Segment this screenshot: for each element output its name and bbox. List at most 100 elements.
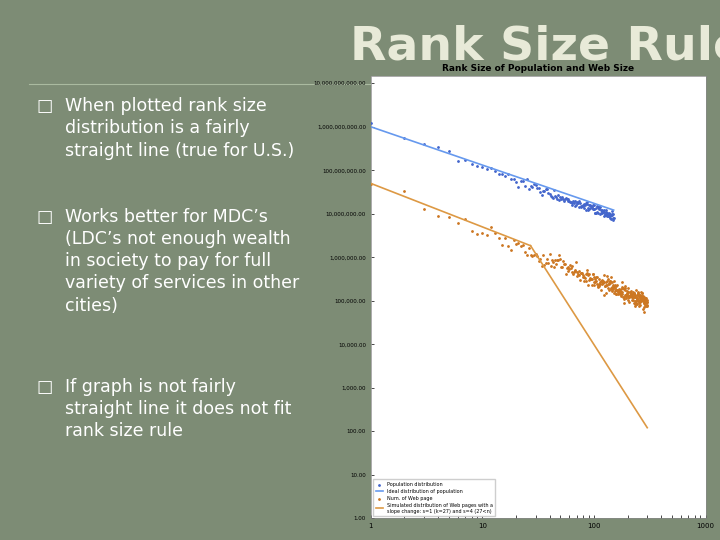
Num. of Web page — [515, 242, 526, 251]
Population distribution — [578, 204, 590, 213]
Num. of Web page — [595, 278, 606, 286]
Ideal distribution of population — [609, 207, 618, 213]
Num. of Web page — [636, 293, 648, 302]
Population distribution — [559, 197, 570, 205]
Population distribution — [543, 189, 554, 198]
Simulated distribution of Web pages with a
slope change: s=1 (k=27) and s=4 (27<n): (27, 1.85e+06): s=1 (k=27) and s=4 (27<n): (27, 1.85e+06… — [526, 242, 535, 249]
Num. of Web page — [624, 288, 636, 296]
Population distribution — [604, 210, 616, 219]
Simulated distribution of Web pages with a
slope change: s=1 (k=27) and s=4 (27<n): (300, 122): s=1 (k=27) and s=4 (27<n): (300, 122) — [643, 424, 652, 431]
Num. of Web page — [559, 260, 571, 268]
Num. of Web page — [627, 293, 639, 301]
Num. of Web page — [622, 293, 634, 301]
Num. of Web page — [642, 301, 653, 309]
Num. of Web page — [595, 277, 607, 286]
Num. of Web page — [624, 292, 635, 301]
Num. of Web page — [625, 291, 636, 299]
Population distribution — [608, 215, 619, 224]
Num. of Web page — [623, 293, 634, 301]
Num. of Web page — [604, 279, 616, 287]
Population distribution — [590, 208, 601, 217]
Title: Rank Size of Population and Web Size: Rank Size of Population and Web Size — [442, 64, 634, 73]
Num. of Web page — [620, 290, 631, 299]
Num. of Web page — [577, 271, 589, 280]
Num. of Web page — [621, 294, 632, 302]
Num. of Web page — [636, 294, 647, 302]
Population distribution — [572, 197, 583, 206]
Population distribution — [588, 204, 600, 213]
Population distribution — [607, 214, 618, 223]
Num. of Web page — [545, 262, 557, 271]
Num. of Web page — [621, 287, 633, 295]
Text: □: □ — [36, 378, 53, 396]
Population distribution — [565, 197, 577, 206]
Num. of Web page — [611, 285, 623, 294]
Num. of Web page — [564, 261, 576, 269]
Num. of Web page — [630, 297, 642, 306]
Num. of Web page — [636, 292, 648, 300]
Num. of Web page — [607, 282, 618, 291]
Num. of Web page — [587, 269, 598, 278]
Num. of Web page — [628, 299, 639, 307]
Population distribution — [560, 194, 572, 202]
Population distribution — [569, 201, 580, 210]
Num. of Web page — [616, 278, 628, 286]
Population distribution — [586, 203, 598, 212]
Population distribution — [537, 187, 549, 195]
Num. of Web page — [618, 285, 630, 294]
Simulated distribution of Web pages with a
slope change: s=1 (k=27) and s=4 (27<n): (101, 9.46e+03): s=1 (k=27) and s=4 (27<n): (101, 9.46e+0… — [590, 342, 599, 349]
Num. of Web page — [639, 295, 650, 304]
Num. of Web page — [551, 259, 562, 268]
Num. of Web page — [615, 290, 626, 299]
Population distribution — [519, 181, 531, 190]
Num. of Web page — [575, 275, 586, 284]
Population distribution — [598, 208, 609, 217]
Num. of Web page — [618, 286, 630, 295]
Num. of Web page — [598, 291, 609, 299]
Num. of Web page — [579, 273, 590, 281]
Population distribution — [589, 208, 600, 217]
Num. of Web page — [629, 291, 641, 299]
Num. of Web page — [615, 289, 626, 298]
Num. of Web page — [564, 265, 575, 273]
Num. of Web page — [621, 290, 632, 299]
Population distribution — [600, 208, 612, 217]
Num. of Web page — [634, 298, 646, 307]
Population distribution — [513, 183, 524, 192]
Num. of Web page — [601, 272, 613, 280]
Num. of Web page — [613, 287, 624, 295]
Num. of Web page — [579, 273, 590, 282]
Num. of Web page — [586, 275, 598, 284]
Num. of Web page — [639, 294, 651, 302]
Population distribution — [365, 118, 377, 127]
Population distribution — [553, 190, 564, 199]
Population distribution — [589, 201, 600, 210]
Num. of Web page — [613, 285, 624, 294]
Num. of Web page — [560, 269, 572, 278]
Num. of Web page — [632, 296, 644, 305]
Num. of Web page — [593, 274, 604, 283]
Num. of Web page — [541, 254, 553, 263]
Num. of Web page — [625, 289, 636, 298]
Num. of Web page — [639, 302, 650, 311]
Population distribution — [571, 199, 582, 207]
Num. of Web page — [600, 278, 611, 286]
Population distribution — [608, 213, 619, 222]
Population distribution — [559, 194, 571, 203]
Population distribution — [570, 197, 581, 206]
Population distribution — [544, 190, 555, 198]
Num. of Web page — [510, 240, 522, 248]
Num. of Web page — [466, 227, 477, 235]
Population distribution — [606, 210, 618, 219]
Num. of Web page — [513, 239, 524, 247]
Population distribution — [577, 201, 589, 210]
Num. of Web page — [567, 270, 579, 279]
Num. of Web page — [603, 279, 615, 287]
Num. of Web page — [639, 293, 650, 301]
Num. of Web page — [546, 255, 558, 264]
Num. of Web page — [586, 281, 598, 289]
Population distribution — [592, 208, 603, 217]
Population distribution — [567, 197, 579, 206]
Num. of Web page — [628, 292, 639, 300]
Num. of Web page — [611, 280, 623, 289]
